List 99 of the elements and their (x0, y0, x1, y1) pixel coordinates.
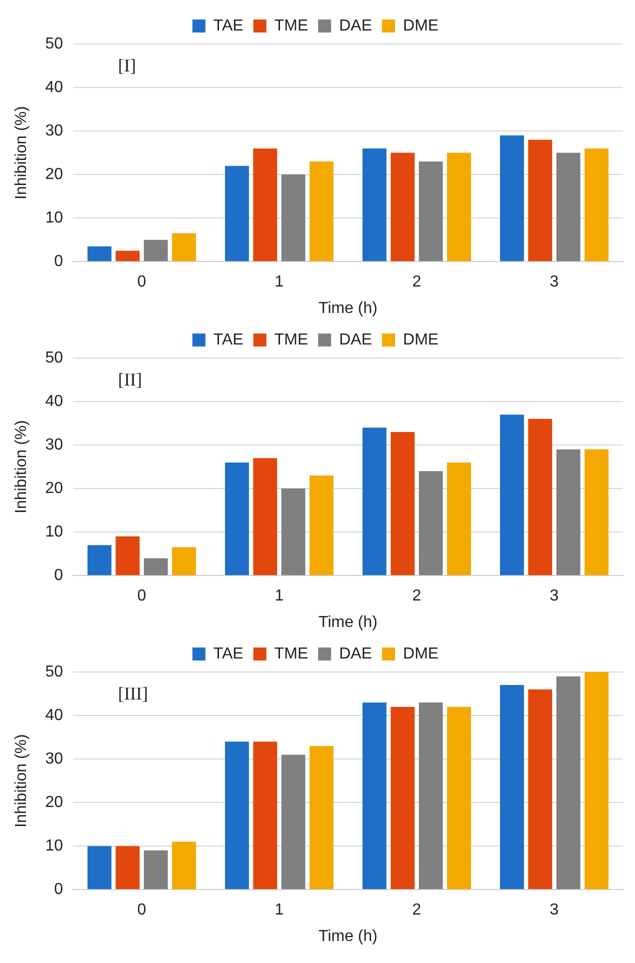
y-tick-label: 20 (45, 794, 64, 811)
bar (500, 414, 524, 576)
x-axis-title: Time (h) (318, 614, 378, 631)
bar (447, 706, 472, 890)
bar (144, 240, 168, 262)
y-tick-label: 40 (45, 78, 64, 96)
bar (144, 850, 168, 890)
y-tick-label: 50 (45, 349, 64, 366)
annotation: [II] (118, 370, 142, 390)
bar (87, 846, 112, 890)
x-tick-label: 1 (274, 902, 284, 919)
y-tick-label: 0 (54, 253, 64, 270)
bar (528, 689, 552, 890)
bar (584, 148, 609, 262)
legend-label: DME (403, 17, 439, 34)
bar (253, 742, 278, 890)
x-axis-title: Time (h) (318, 928, 378, 945)
bar (584, 449, 609, 576)
bar (281, 754, 306, 890)
bar (116, 250, 140, 262)
bar (253, 148, 278, 262)
legend-label: DME (403, 331, 439, 348)
bar (362, 148, 386, 262)
x-tick-label: 2 (412, 902, 422, 919)
y-tick-label: 10 (45, 209, 64, 226)
y-tick-label: 0 (54, 567, 64, 584)
bar (281, 488, 306, 576)
bar (253, 458, 278, 576)
y-tick-label: 50 (45, 35, 64, 52)
y-tick-label: 10 (45, 523, 64, 540)
bar (390, 152, 415, 262)
bar (390, 706, 415, 890)
bar (224, 462, 249, 576)
x-tick-label: 3 (550, 274, 559, 291)
y-tick-label: 30 (45, 750, 64, 768)
bar (224, 742, 249, 890)
legend-label: TAE (213, 645, 244, 662)
x-tick-label: 1 (274, 588, 284, 605)
bar (116, 536, 140, 576)
bar (418, 162, 443, 262)
annotation: [I] (118, 56, 136, 76)
bar (447, 462, 472, 576)
legend-label: TME (274, 645, 308, 662)
x-tick-label: 0 (137, 274, 146, 291)
bar (281, 174, 306, 262)
y-axis-title: Inhibition (%) (13, 734, 30, 828)
legend-label: DME (403, 645, 439, 662)
bar (528, 140, 552, 262)
bar (418, 471, 443, 576)
bar (500, 135, 524, 262)
bar (116, 846, 140, 890)
bar (310, 746, 334, 890)
x-tick-label: 3 (550, 902, 559, 919)
y-tick-label: 0 (54, 881, 64, 898)
x-tick-label: 0 (137, 902, 146, 919)
y-axis-title: Inhibition (%) (13, 106, 30, 200)
y-tick-label: 20 (45, 480, 64, 497)
bar (528, 418, 552, 576)
bar (87, 545, 112, 576)
bar (172, 842, 196, 890)
y-tick-label: 40 (45, 706, 64, 724)
legend-label: TAE (213, 331, 244, 348)
x-tick-label: 2 (412, 274, 422, 291)
bar (390, 432, 415, 576)
bar (144, 558, 168, 576)
bar (87, 246, 112, 262)
bar (362, 428, 386, 576)
legend-label: TME (274, 17, 308, 34)
bar (224, 166, 249, 262)
bar (418, 702, 443, 890)
legend-label: TME (274, 331, 308, 348)
bar (447, 152, 472, 262)
x-tick-label: 2 (412, 588, 422, 605)
legend-label: DAE (339, 645, 372, 662)
y-axis-title: Inhibition (%) (13, 420, 30, 514)
x-tick-label: 1 (274, 274, 284, 291)
legend-label: TAE (213, 17, 244, 34)
y-tick-label: 40 (45, 392, 64, 410)
bar (500, 685, 524, 890)
y-tick-label: 30 (45, 436, 64, 454)
bar (556, 449, 580, 576)
legend-label: DAE (339, 17, 372, 34)
x-tick-label: 3 (550, 588, 559, 605)
y-tick-label: 50 (45, 663, 64, 680)
bar (556, 676, 580, 890)
bar (172, 547, 196, 576)
annotation: [III] (118, 684, 148, 704)
x-tick-label: 0 (137, 588, 146, 605)
y-tick-label: 10 (45, 837, 64, 854)
y-tick-label: 30 (45, 122, 64, 140)
bar (584, 672, 609, 890)
y-tick-label: 20 (45, 166, 64, 183)
x-axis-title: Time (h) (318, 300, 378, 317)
bar (310, 476, 334, 576)
bar (556, 152, 580, 262)
bar (172, 233, 196, 262)
bar (362, 702, 386, 890)
bar (310, 162, 334, 262)
legend-label: DAE (339, 331, 372, 348)
